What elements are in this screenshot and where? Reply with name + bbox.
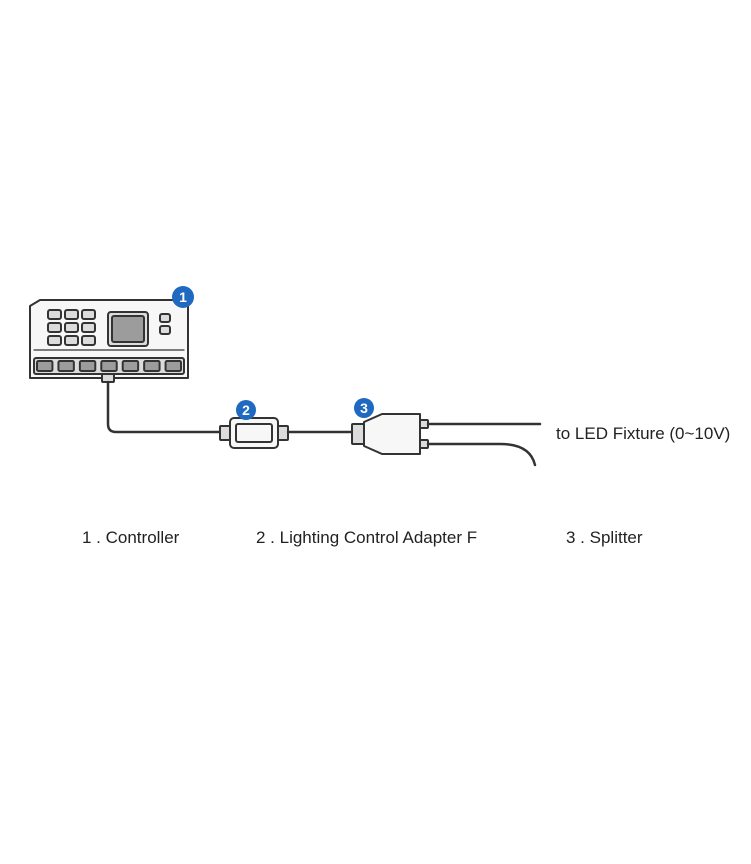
badge-adapter: 2 (236, 400, 256, 420)
legend-controller: 1 . Controller (82, 528, 179, 548)
legend-splitter: 3 . Splitter (566, 528, 643, 548)
badge-controller: 1 (172, 286, 194, 308)
output-label: to LED Fixture (0~10V) (556, 424, 730, 444)
legend-adapter: 2 . Lighting Control Adapter F (256, 528, 477, 548)
diagram-stage: 1 2 3 to LED Fixture (0~10V) 1 . Control… (0, 0, 751, 864)
badge-splitter: 3 (354, 398, 374, 418)
